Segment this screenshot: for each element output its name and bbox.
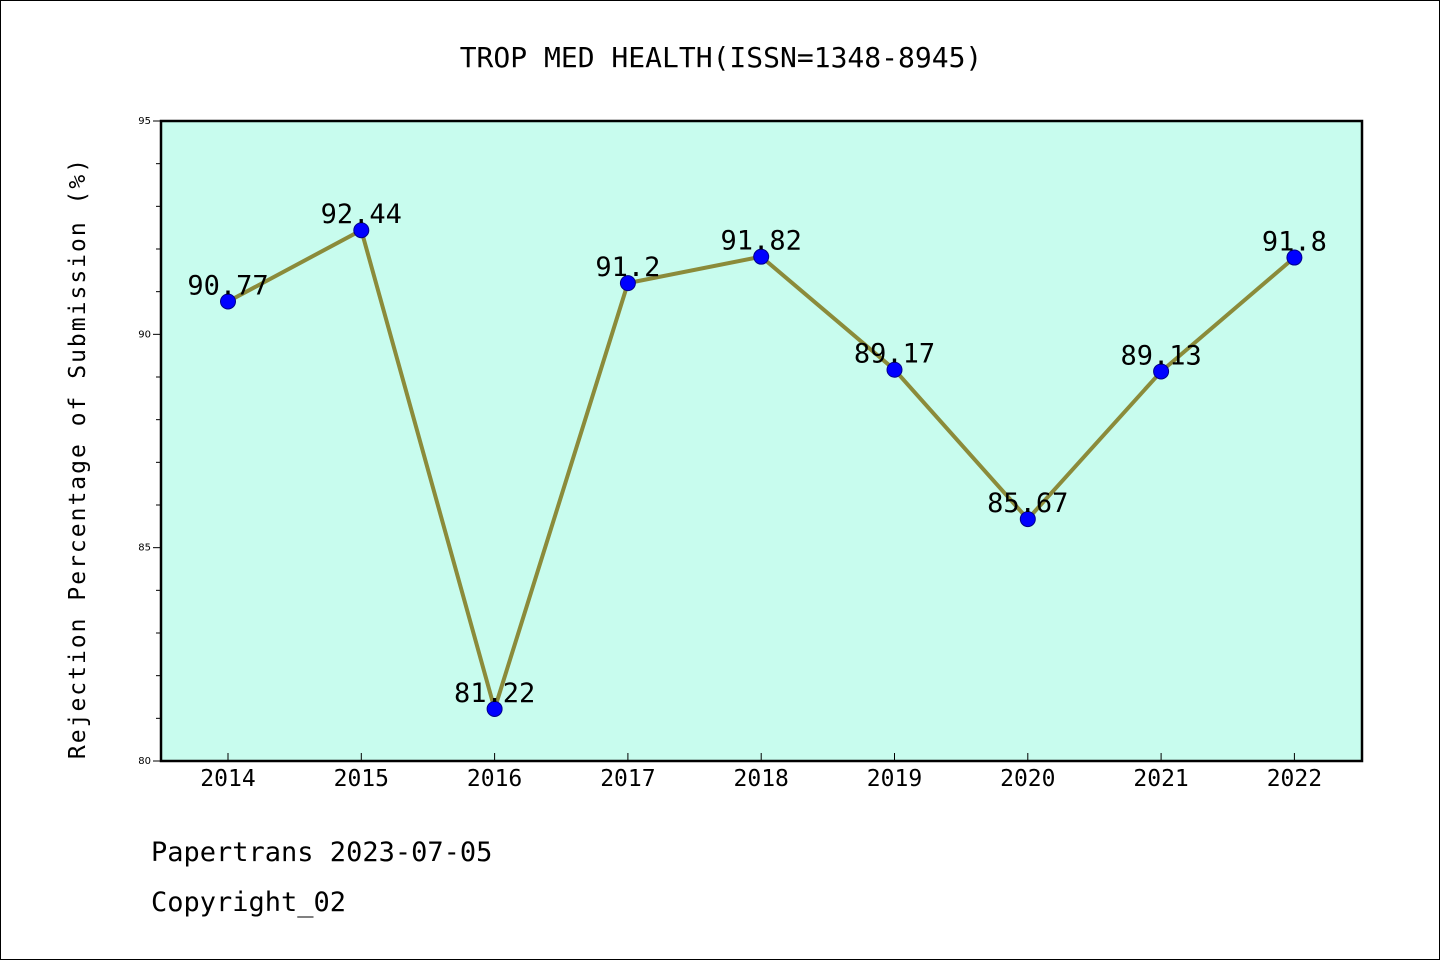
- data-point: [353, 222, 370, 239]
- y-tick-label: 80: [138, 756, 151, 767]
- chart-title: TROP MED HEALTH(ISSN=1348-8945): [460, 41, 983, 74]
- x-tick-label: 2017: [600, 766, 655, 792]
- x-tick-label: 2014: [200, 766, 255, 792]
- y-tick-label: 85: [138, 543, 151, 554]
- data-point: [753, 248, 770, 265]
- data-point: [220, 293, 236, 310]
- x-tick-label: 2019: [867, 766, 922, 792]
- y-tick-label: 90: [138, 329, 151, 340]
- x-tick-label: 2015: [334, 766, 389, 792]
- data-label: 89.13: [1120, 340, 1201, 371]
- x-tick-label: 2016: [467, 766, 522, 792]
- footer-date-text: Papertrans 2023-07-05: [151, 837, 493, 868]
- data-point: [1019, 511, 1036, 528]
- data-label: 89.17: [854, 339, 935, 370]
- x-tick-label: 2022: [1267, 766, 1322, 792]
- data-label: 90.77: [187, 270, 268, 301]
- data-label: 91.2: [595, 252, 660, 283]
- data-label: 81.22: [454, 678, 535, 709]
- data-label: 91.82: [721, 226, 802, 257]
- x-tick-label: 2018: [734, 766, 789, 792]
- data-point: [619, 275, 636, 292]
- y-axis-label: Rejection Percentage of Submission (%): [65, 157, 91, 759]
- data-point: [486, 700, 503, 717]
- x-tick-label: 2020: [1000, 766, 1055, 792]
- x-tick-label: 2021: [1133, 766, 1188, 792]
- plot-area: 80 85 90 95 2014 2015 2016 2017 2018 2019 2020 2021…: [138, 116, 1364, 792]
- plot-border: [159, 119, 1364, 763]
- data-label: 91.8: [1262, 227, 1327, 258]
- data-point: [886, 361, 903, 378]
- data-point: [1286, 249, 1303, 266]
- y-tick-label: 95: [138, 116, 151, 127]
- data-label: 85.67: [987, 488, 1068, 519]
- footer-copyright-text: Copyright_02: [151, 887, 347, 918]
- data-point: [1153, 363, 1170, 380]
- data-label: 92.44: [321, 199, 402, 230]
